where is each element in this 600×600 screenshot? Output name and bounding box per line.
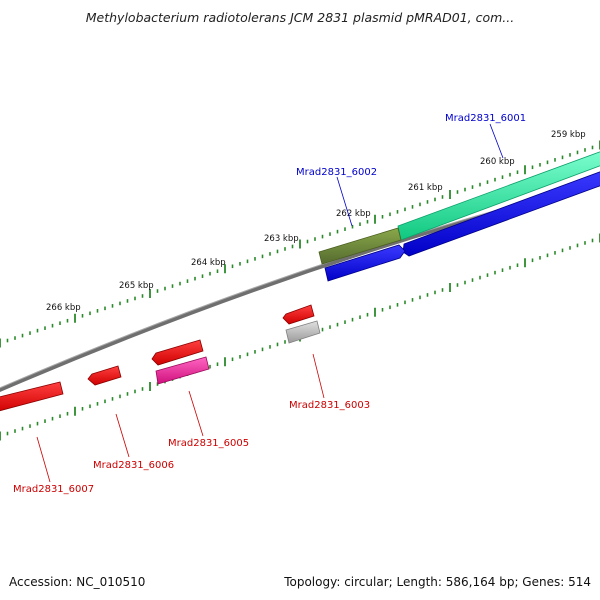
accession-value: NC_010510 bbox=[76, 575, 146, 589]
tick-label-259: 259 kbp bbox=[551, 130, 586, 140]
gene-mrad2831-6005[interactable] bbox=[151, 339, 204, 366]
length-label: Length: bbox=[396, 575, 442, 589]
outer-tick-track bbox=[0, 140, 600, 348]
cog-band-6002[interactable] bbox=[318, 227, 402, 265]
tick-label-260: 260 kbp bbox=[480, 157, 515, 167]
tick-labels: 259 kbp 260 kbp 261 kbp 262 kbp 263 kbp … bbox=[46, 130, 586, 313]
cog-band-6003[interactable] bbox=[285, 320, 321, 344]
gene-mrad2831-6002[interactable] bbox=[324, 244, 406, 282]
tick-label-262: 262 kbp bbox=[336, 209, 371, 219]
map-stats: Topology: circular; Length: 586,164 bp; … bbox=[284, 575, 591, 589]
forward-strand-features bbox=[318, 151, 600, 282]
tick-label-264: 264 kbp bbox=[191, 258, 226, 268]
length-value: 586,164 bp bbox=[445, 575, 515, 589]
gene-label-6003[interactable]: Mrad2831_6003 bbox=[289, 400, 370, 411]
topology-label: Topology: bbox=[284, 575, 341, 589]
gene-label-leaders bbox=[36, 123, 504, 483]
cog-band-6005[interactable] bbox=[155, 356, 210, 385]
gene-mrad2831-6006[interactable] bbox=[87, 365, 122, 386]
accession-info: Accession: NC_010510 bbox=[9, 575, 145, 589]
topology-value: circular bbox=[344, 575, 389, 589]
tick-label-263: 263 kbp bbox=[264, 234, 299, 244]
genes-label: Genes: bbox=[522, 575, 565, 589]
gene-label-6006[interactable]: Mrad2831_6006 bbox=[93, 460, 174, 471]
gene-mrad2831-6003[interactable] bbox=[282, 304, 315, 325]
gene-label-6002[interactable]: Mrad2831_6002 bbox=[296, 167, 377, 178]
gene-label-6007[interactable]: Mrad2831_6007 bbox=[13, 484, 94, 495]
gene-label-6001[interactable]: Mrad2831_6001 bbox=[445, 113, 526, 124]
gene-label-6005[interactable]: Mrad2831_6005 bbox=[168, 438, 249, 449]
tick-label-266: 266 kbp bbox=[46, 303, 81, 313]
gene-mrad2831-6007[interactable] bbox=[0, 381, 64, 412]
tick-label-261: 261 kbp bbox=[408, 183, 443, 193]
accession-label: Accession: bbox=[9, 575, 73, 589]
map-title: Methylobacterium radiotolerans JCM 2831 … bbox=[85, 10, 515, 25]
genes-value: 514 bbox=[568, 575, 591, 589]
tick-label-265: 265 kbp bbox=[119, 281, 154, 291]
gene-labels: Mrad2831_6001 Mrad2831_6002 Mrad2831_600… bbox=[13, 113, 526, 495]
reverse-strand-features bbox=[0, 304, 321, 412]
